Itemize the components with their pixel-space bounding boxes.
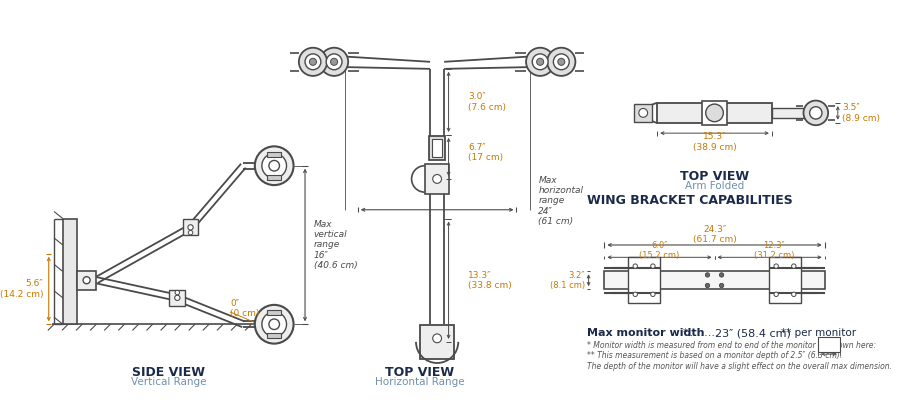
Circle shape (804, 101, 828, 125)
Text: Arm Folded: Arm Folded (685, 181, 744, 191)
Circle shape (650, 292, 655, 297)
Circle shape (720, 283, 723, 288)
Text: ** per monitor: ** per monitor (781, 328, 856, 338)
Text: TOP VIEW: TOP VIEW (680, 170, 749, 183)
Text: 13.3″
(33.8 cm): 13.3″ (33.8 cm) (468, 270, 512, 290)
Circle shape (774, 264, 778, 268)
Circle shape (650, 264, 655, 268)
Circle shape (261, 154, 286, 178)
Circle shape (175, 295, 180, 300)
Circle shape (305, 54, 321, 70)
Text: 6.7″
(17 cm): 6.7″ (17 cm) (468, 143, 503, 162)
Text: 6.0″
(15.2 cm): 6.0″ (15.2 cm) (639, 240, 680, 260)
Text: 23″ (58.4 cm): 23″ (58.4 cm) (714, 328, 790, 338)
Text: .........: ......... (687, 328, 719, 338)
Text: Max monitor width: Max monitor width (587, 328, 704, 338)
Circle shape (269, 161, 279, 171)
Bar (819, 337, 840, 352)
Text: 0″
(0 cm): 0″ (0 cm) (230, 299, 260, 318)
Circle shape (320, 48, 348, 76)
Circle shape (261, 312, 286, 337)
Circle shape (705, 283, 710, 288)
Circle shape (310, 58, 316, 65)
Bar (772, 108, 816, 118)
Bar (267, 175, 281, 180)
Circle shape (558, 58, 565, 65)
Circle shape (298, 48, 327, 76)
Circle shape (432, 175, 442, 183)
Bar (429, 136, 445, 161)
Circle shape (188, 225, 193, 230)
Circle shape (255, 305, 294, 344)
Bar (425, 163, 449, 194)
Circle shape (774, 292, 778, 297)
Text: *: * (683, 328, 687, 338)
Text: Horizontal Range: Horizontal Range (375, 377, 465, 387)
Bar (63, 218, 77, 324)
Circle shape (792, 292, 796, 297)
Text: 24.3″
(61.7 cm): 24.3″ (61.7 cm) (693, 225, 736, 244)
Circle shape (537, 58, 543, 65)
Text: Max
horizontal
range
24″
(61 cm): Max horizontal range 24″ (61 cm) (539, 176, 583, 226)
Circle shape (633, 264, 638, 268)
Bar (702, 101, 727, 125)
Text: WING BRACKET CAPABILITIES: WING BRACKET CAPABILITIES (587, 194, 793, 208)
Bar (183, 220, 199, 235)
Bar (432, 139, 443, 157)
Text: Vertical Range: Vertical Range (131, 377, 206, 387)
Text: * Monitor width is measured from end to end of the monitor as shown here:: * Monitor width is measured from end to … (587, 341, 876, 350)
Circle shape (326, 54, 342, 70)
Circle shape (706, 104, 723, 122)
Text: SIDE VIEW: SIDE VIEW (132, 366, 205, 379)
Circle shape (809, 107, 822, 119)
Bar (628, 258, 660, 303)
Bar (657, 103, 772, 123)
Circle shape (553, 54, 569, 70)
Bar (77, 270, 96, 290)
Circle shape (633, 292, 638, 297)
Circle shape (638, 109, 648, 117)
Text: 12.3″
(31.2 cm): 12.3″ (31.2 cm) (754, 240, 794, 260)
Circle shape (255, 146, 294, 185)
Text: ** This measurement is based on a monitor depth of 2.5″ (6.3 cm).: ** This measurement is based on a monito… (587, 352, 842, 360)
Text: Max
vertical
range
16″
(40.6 cm): Max vertical range 16″ (40.6 cm) (314, 220, 358, 270)
Circle shape (331, 58, 337, 65)
Bar (267, 333, 281, 338)
Circle shape (526, 48, 554, 76)
Circle shape (532, 54, 548, 70)
Circle shape (432, 334, 442, 343)
Text: 3.2″
(8.1 cm): 3.2″ (8.1 cm) (550, 270, 585, 290)
Bar (604, 271, 824, 289)
Circle shape (547, 48, 576, 76)
Circle shape (269, 319, 279, 329)
Bar (267, 152, 281, 157)
Bar (267, 310, 281, 315)
Circle shape (792, 264, 796, 268)
Text: TOP VIEW: TOP VIEW (385, 366, 454, 379)
Circle shape (188, 230, 193, 235)
Bar (169, 290, 185, 306)
Circle shape (83, 277, 91, 284)
Circle shape (720, 273, 723, 277)
Text: 3.5″
(8.9 cm): 3.5″ (8.9 cm) (842, 103, 881, 123)
Circle shape (176, 290, 179, 295)
Bar (635, 104, 652, 122)
Text: 5.6″
(14.2 cm): 5.6″ (14.2 cm) (0, 279, 43, 299)
Text: The depth of the monitor will have a slight effect on the overall max dimension.: The depth of the monitor will have a sli… (587, 362, 892, 371)
Circle shape (705, 273, 710, 277)
Text: 15.3″
(38.9 cm): 15.3″ (38.9 cm) (693, 132, 736, 152)
Text: 3.0″
(7.6 cm): 3.0″ (7.6 cm) (468, 92, 506, 111)
Bar (769, 258, 801, 303)
Bar (420, 325, 454, 359)
